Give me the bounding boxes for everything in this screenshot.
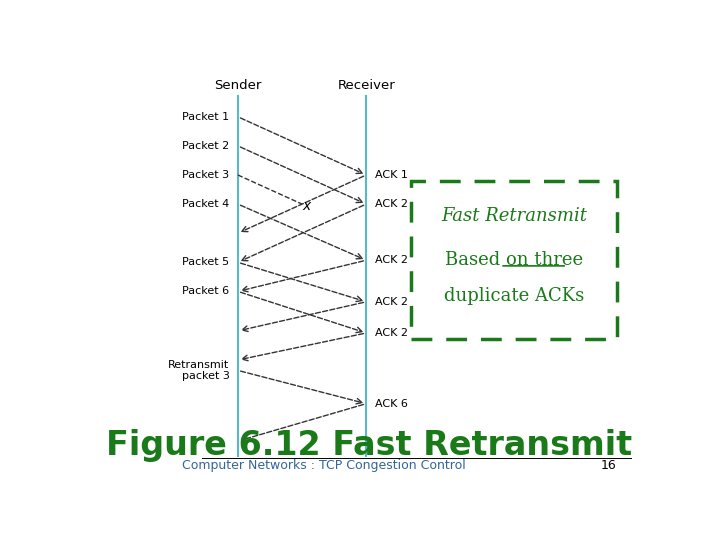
Text: ACK 6: ACK 6 [374,399,408,409]
Text: duplicate ACKs: duplicate ACKs [444,287,584,305]
Text: Packet 6: Packet 6 [182,286,230,296]
Text: Packet 1: Packet 1 [182,112,230,122]
Text: ACK 1: ACK 1 [374,170,408,180]
Text: Packet 4: Packet 4 [182,199,230,209]
Text: ACK 2: ACK 2 [374,328,408,338]
Text: Retransmit
packet 3: Retransmit packet 3 [168,360,230,381]
Text: Receiver: Receiver [338,79,395,92]
Text: Packet 3: Packet 3 [182,170,230,180]
Text: Based on three: Based on three [445,252,583,269]
FancyBboxPatch shape [411,181,617,339]
Text: Sender: Sender [214,79,261,92]
Text: Computer Networks : TCP Congestion Control: Computer Networks : TCP Congestion Contr… [182,460,467,472]
Text: ACK 2: ACK 2 [374,297,408,307]
Text: ACK 2: ACK 2 [374,199,408,209]
Text: 16: 16 [601,460,617,472]
Text: Figure 6.12 Fast Retransmit: Figure 6.12 Fast Retransmit [106,429,632,462]
Text: ACK 2: ACK 2 [374,255,408,265]
Text: Fast Retransmit: Fast Retransmit [441,207,587,225]
Text: Packet 5: Packet 5 [182,257,230,267]
Text: Packet 2: Packet 2 [182,141,230,151]
Text: x: x [302,199,310,213]
